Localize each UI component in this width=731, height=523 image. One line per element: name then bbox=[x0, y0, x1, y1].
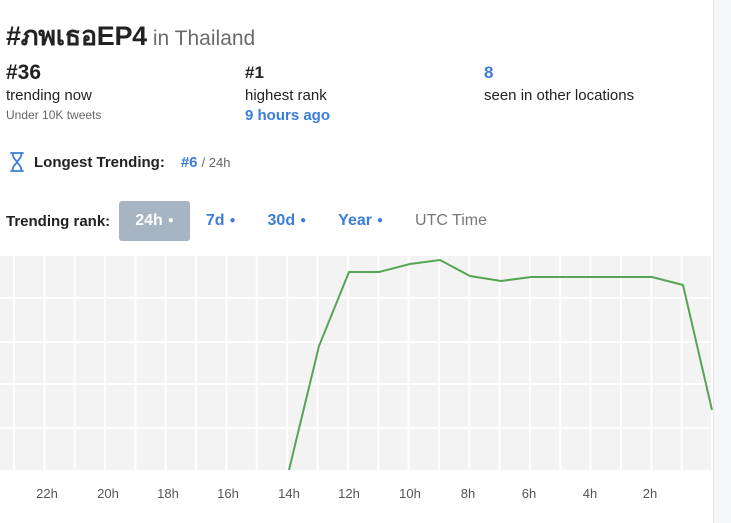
current-rank-value: #36 bbox=[6, 61, 42, 84]
hourglass-icon bbox=[10, 152, 24, 172]
highest-rank-label: highest rank bbox=[245, 87, 327, 104]
tab-30d[interactable]: 30d ● bbox=[267, 212, 307, 229]
hashtag-title: #ภพเธอEP4 bbox=[6, 21, 147, 51]
tweet-volume-label: Under 10K tweets bbox=[6, 108, 102, 122]
x-tick-label: 10h bbox=[399, 486, 421, 501]
trending-rank-label: Trending rank: bbox=[6, 212, 111, 230]
highest-rank-time-link[interactable]: 9 hours ago bbox=[245, 107, 331, 124]
x-tick-label: 18h bbox=[157, 486, 179, 501]
stat-highest-rank: #1 highest rank 9 hours ago bbox=[245, 60, 330, 125]
tab-7d[interactable]: 7d ● bbox=[205, 212, 236, 229]
stat-other-locations: 8 seen in other locations bbox=[484, 60, 634, 106]
x-tick-label: 20h bbox=[97, 486, 119, 501]
x-tick-label: 2h bbox=[643, 486, 657, 501]
x-tick-label: 6h bbox=[522, 486, 536, 501]
x-tick-label: 4h bbox=[583, 486, 597, 501]
highest-rank-value: #1 bbox=[245, 63, 264, 82]
trending-rank-controls: Trending rank: 24h ● 7d ● 30d ● Year ● UTC T… bbox=[6, 201, 503, 241]
longest-trending-duration: / 24h bbox=[201, 154, 231, 170]
longest-trending: Longest Trending: #6 / 24h bbox=[10, 152, 230, 172]
trending-rank-chart: 22h 20h 18h 16h 14h 12h 10h 8h 6h 4h 2h bbox=[0, 256, 713, 523]
x-tick-label: 22h bbox=[36, 486, 58, 501]
x-tick-label: 12h bbox=[338, 486, 360, 501]
current-rank-label: trending now bbox=[6, 87, 92, 104]
utc-time-toggle[interactable]: UTC Time bbox=[415, 212, 488, 229]
scrollbar-track[interactable] bbox=[713, 0, 731, 523]
rank-series-line bbox=[288, 258, 713, 471]
other-locations-label: seen in other locations bbox=[484, 87, 635, 104]
tab-year[interactable]: Year ● bbox=[338, 212, 384, 229]
x-tick-label: 8h bbox=[461, 486, 475, 501]
rank-line-chart: 22h 20h 18h 16h 14h 12h 10h 8h 6h 4h 2h bbox=[0, 256, 713, 501]
longest-trending-rank[interactable]: #6 bbox=[180, 153, 198, 171]
stat-current-rank: #36 trending now Under 10K tweets bbox=[6, 60, 101, 124]
location-label[interactable]: in Thailand bbox=[152, 27, 256, 50]
longest-trending-label: Longest Trending: bbox=[34, 153, 165, 171]
x-tick-label: 14h bbox=[278, 486, 300, 501]
chart-background bbox=[0, 256, 713, 470]
x-tick-label: 16h bbox=[217, 486, 239, 501]
trend-title: #ภพเธอEP4 in Thailand bbox=[6, 14, 255, 57]
tab-24h[interactable]: 24h ● bbox=[119, 201, 190, 241]
other-locations-count[interactable]: 8 bbox=[484, 63, 494, 82]
